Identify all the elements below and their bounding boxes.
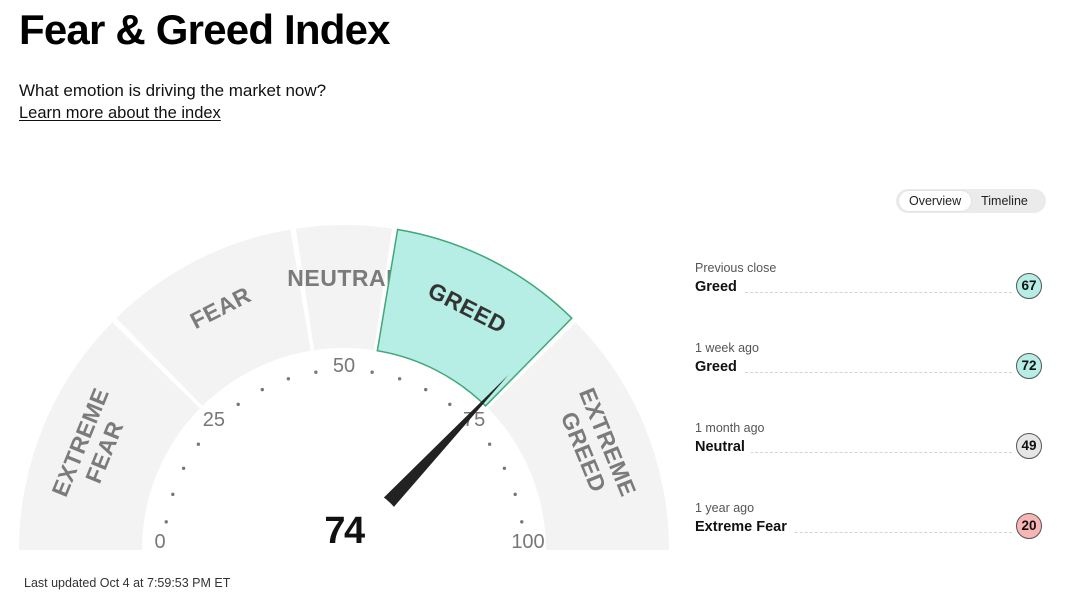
history-rating: Neutral [695, 439, 751, 455]
history-1-week-ago: 1 week ago Greed 72 [695, 341, 1042, 397]
view-toggle: Overview Timeline [896, 189, 1046, 213]
history-rating: Greed [695, 279, 743, 295]
gauge-tick-label: 0 [154, 531, 165, 553]
gauge-tick-dot [513, 492, 517, 497]
history-label: 1 week ago [695, 341, 759, 355]
history-value-badge: 49 [1016, 433, 1042, 459]
gauge-tick-label: 25 [203, 409, 225, 431]
gauge-tick-dot [397, 377, 402, 381]
gauge-segment-label: NEUTRAL [287, 265, 400, 291]
gauge-tick-label: 100 [511, 531, 544, 553]
gauge-tick-label: 50 [333, 355, 355, 377]
gauge-tick-dot [196, 442, 201, 446]
history-value-badge: 72 [1016, 353, 1042, 379]
history-rating: Extreme Fear [695, 519, 793, 535]
dotted-divider [735, 372, 1012, 373]
history-label: 1 year ago [695, 501, 755, 515]
dotted-divider [735, 292, 1012, 293]
history-previous-close: Previous close Greed 67 [695, 261, 1042, 317]
gauge-tick-dot [448, 402, 452, 407]
gauge-tick-dot [314, 370, 318, 374]
overview-tab[interactable]: Overview [899, 191, 972, 211]
gauge-tick-dot [171, 492, 175, 497]
dotted-divider [735, 452, 1012, 453]
history-value-badge: 20 [1016, 513, 1042, 539]
gauge-tick-dot [370, 370, 374, 374]
dotted-divider [735, 532, 1012, 533]
gauge-needle [381, 375, 509, 510]
gauge-segment-fear [116, 229, 311, 406]
gauge-segment-greed [376, 228, 573, 407]
history-value-badge: 67 [1016, 273, 1042, 299]
gauge-tick-dot [260, 387, 264, 392]
history-1-month-ago: 1 month ago Neutral 49 [695, 421, 1042, 477]
last-updated: Last updated Oct 4 at 7:59:53 PM ET [24, 576, 231, 590]
gauge-tick-dot [164, 520, 168, 524]
page-title: Fear & Greed Index [19, 6, 391, 53]
gauge-tick-dot [487, 442, 492, 446]
gauge-segment-extreme-fear [19, 322, 200, 550]
gauge-segment-neutral [295, 225, 393, 351]
timeline-tab[interactable]: Timeline [981, 194, 1028, 208]
gauge-tick-dot [520, 520, 524, 524]
gauge-tick-dot [236, 402, 240, 407]
gauge-tick-dot [424, 387, 428, 392]
gauge-tick-dot [286, 377, 291, 381]
history-1-year-ago: 1 year ago Extreme Fear 20 [695, 501, 1042, 557]
gauge-value: 74 [324, 510, 365, 552]
gauge-center [278, 484, 410, 603]
history-label: Previous close [695, 261, 777, 275]
learn-more-link[interactable]: Learn more about the index [19, 104, 221, 122]
gauge-tick-dot [502, 466, 507, 470]
history-rating: Greed [695, 359, 743, 375]
history-label: 1 month ago [695, 421, 765, 435]
gauge-segment-extreme-greed [488, 322, 669, 550]
gauge-tick-dot [181, 466, 186, 470]
page-subtitle: What emotion is driving the market now? [19, 81, 327, 100]
